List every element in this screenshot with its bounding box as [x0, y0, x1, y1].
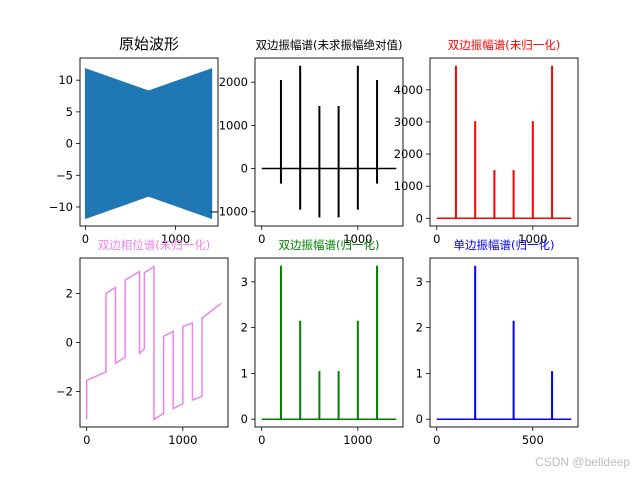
y-tick-label: 1 [416, 366, 423, 380]
x-tick-label: 1000 [161, 232, 190, 246]
y-tick-label: −10 [49, 200, 73, 214]
subplot-2: 双边振幅谱(未求振幅绝对值) 0 1000 −1000 0 1000 2000 [209, 38, 404, 246]
x-tick-label: 1000 [343, 232, 372, 246]
subplot-title: 双边振幅谱(归一化) [279, 238, 380, 252]
axes-frame [254, 257, 404, 428]
x-tick-label: 0 [433, 433, 440, 447]
x-tick-label: 1000 [518, 232, 547, 246]
y-tick-label: 2000 [394, 147, 423, 161]
y-tick-label: −2 [56, 384, 73, 398]
y-tick-label: 3 [241, 275, 248, 289]
x-tick-label: 0 [258, 232, 265, 246]
plot-area [85, 265, 222, 421]
y-tick-label: 5 [66, 105, 73, 119]
y-tick-label: 1000 [219, 118, 248, 132]
subplot-title: 双边相位谱(未归一化) [98, 238, 210, 252]
y-tick-label: 2 [66, 287, 73, 301]
x-tick-label: 1000 [343, 433, 372, 447]
y-tick-label: 1000 [394, 179, 423, 193]
y-tick-label: 0 [416, 211, 423, 225]
plot-area [84, 68, 213, 220]
y-tick-label: −5 [56, 168, 73, 182]
plot-area [436, 65, 572, 220]
y-tick-label: 0 [66, 336, 73, 350]
waveform-band [84, 68, 213, 220]
y-tick-label: 1 [241, 366, 248, 380]
subplot-4: 双边相位谱(未归一化) 0 1000 −2 0 2 [56, 238, 229, 447]
axes-frame [254, 57, 404, 227]
x-tick-label: 0 [82, 232, 89, 246]
y-tick-label: 0 [66, 137, 73, 151]
y-tick-label: 0 [241, 162, 248, 176]
subplot-6: 单边振幅谱(归一化) 0 500 0 1 2 3 [416, 238, 579, 447]
subplot-title: 原始波形 [119, 35, 179, 53]
y-tick-label: 2000 [219, 75, 248, 89]
subplot-title: 单边振幅谱(归一化) [454, 238, 555, 252]
axes-frame [79, 57, 219, 227]
subplot-title: 双边振幅谱(未归一化) [448, 38, 560, 52]
plot-area [261, 265, 397, 420]
subplot-1: 原始波形 0 1000 −10 −5 0 5 10 [49, 35, 219, 246]
y-tick-label: 10 [58, 73, 73, 87]
y-tick-label: 2 [416, 321, 423, 335]
subplot-title: 双边振幅谱(未求振幅绝对值) [256, 38, 403, 52]
plot-area [261, 65, 397, 218]
phase-line [85, 265, 222, 421]
y-tick-label: 3000 [394, 115, 423, 129]
y-tick-label: 0 [416, 412, 423, 426]
watermark: CSDN @belldeep [535, 455, 630, 469]
y-tick-label: 3 [416, 275, 423, 289]
axes-frame [429, 257, 579, 428]
x-tick-label: 500 [522, 433, 544, 447]
y-tick-label: 2 [241, 321, 248, 335]
y-tick-label: 0 [241, 412, 248, 426]
plot-area [436, 265, 572, 420]
x-tick-label: 0 [258, 433, 265, 447]
y-tick-label: 4000 [394, 83, 423, 97]
axes-frame [429, 57, 579, 227]
subplot-5: 双边振幅谱(归一化) 0 1000 0 1 2 3 [241, 238, 404, 447]
x-tick-label: 0 [83, 433, 90, 447]
x-tick-label: 1000 [168, 433, 197, 447]
y-tick-label: −1000 [209, 205, 248, 219]
x-tick-label: 0 [433, 232, 440, 246]
subplot-3: 双边振幅谱(未归一化) 0 1000 0 1000 2000 3000 4000 [394, 38, 579, 246]
